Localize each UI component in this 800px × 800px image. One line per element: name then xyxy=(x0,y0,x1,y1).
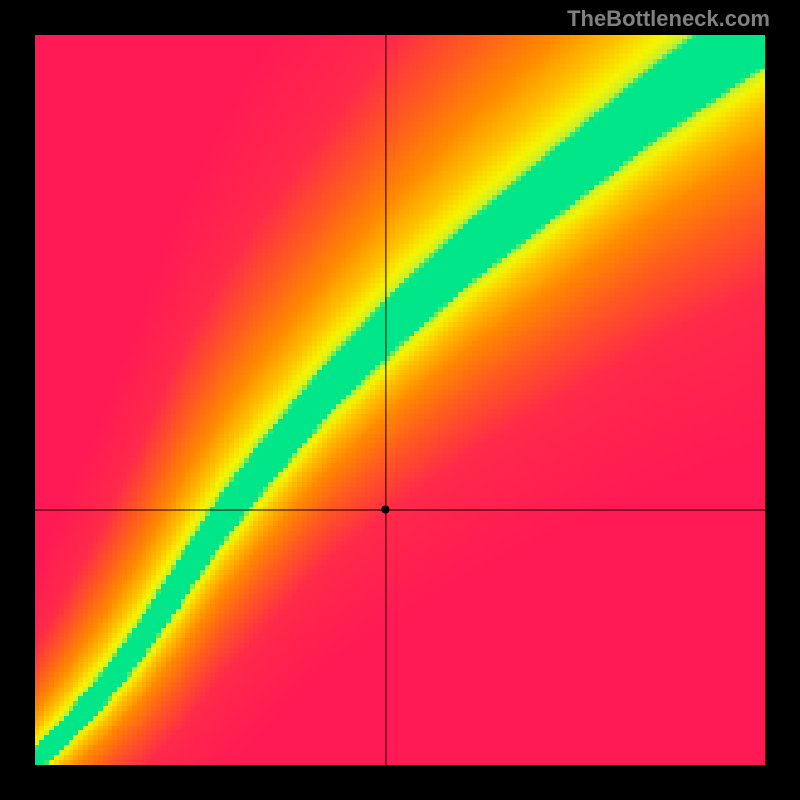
chart-container: TheBottleneck.com xyxy=(0,0,800,800)
heatmap-canvas xyxy=(35,35,765,765)
watermark-text: TheBottleneck.com xyxy=(567,6,770,32)
